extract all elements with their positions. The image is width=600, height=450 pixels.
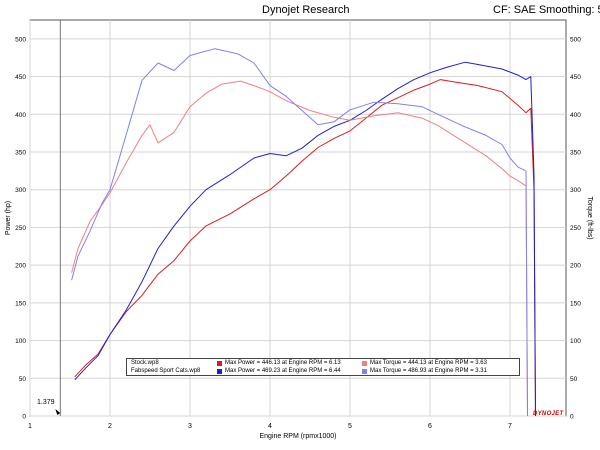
dynojet-logo: DYNOJET xyxy=(533,411,564,417)
series-dropoff-1 xyxy=(533,174,536,417)
correction-settings: CF: SAE Smoothing: 5 xyxy=(493,4,600,16)
chart-title: Dynojet Research xyxy=(262,4,350,16)
cursor-value-label: 1.379 xyxy=(37,399,55,406)
x-tick-label: 6 xyxy=(428,423,432,430)
series-line-3 xyxy=(71,48,527,281)
cursor-arrow xyxy=(55,409,61,415)
y-tick-label-right: 400 xyxy=(570,112,581,119)
y-tick-label-right: 200 xyxy=(570,263,581,270)
y-tick-label-left: 450 xyxy=(15,74,26,81)
legend-max-power: Max Power = 469.23 at Engine RPM = 6.44 xyxy=(225,368,341,374)
y-tick-label-right: 450 xyxy=(570,74,581,81)
plot-area xyxy=(29,19,567,417)
series-line-0 xyxy=(74,79,535,378)
x-tick-label: 5 xyxy=(348,423,352,430)
y-tick-label-right: 300 xyxy=(570,187,581,194)
y-tick-label-right: 0 xyxy=(570,414,574,421)
legend-box: Stock.wp8 Max Power = 446.13 at Engine R… xyxy=(126,358,520,376)
y-tick-label-right: 250 xyxy=(570,225,581,232)
series-dropoff-3 xyxy=(525,170,528,417)
legend-max-torque: Max Torque = 444.13 at Engine RPM = 3.63 xyxy=(370,360,487,366)
legend-power-swatch xyxy=(217,360,222,366)
legend-run-name: Stock.wp8 xyxy=(131,360,159,366)
y-tick-label-right: 50 xyxy=(570,376,578,383)
legend-torque-swatch xyxy=(362,360,367,366)
y-tick-label-right: 350 xyxy=(570,150,581,157)
legend-torque-swatch xyxy=(362,368,367,374)
y-tick-label-left: 0 xyxy=(22,414,26,421)
y-axis-label-right: Torque (ft-lbs) xyxy=(586,196,593,239)
legend-power-swatch xyxy=(217,368,222,374)
y-tick-label-right: 500 xyxy=(570,36,581,43)
series-line-2 xyxy=(71,80,527,273)
x-tick-label: 1 xyxy=(28,423,32,430)
y-tick-label-left: 200 xyxy=(15,263,26,270)
x-tick-label: 7 xyxy=(508,423,512,430)
y-tick-label-left: 350 xyxy=(15,150,26,157)
x-tick-label: 3 xyxy=(188,423,192,430)
y-tick-label-left: 250 xyxy=(15,225,26,232)
y-axis-label-left: Power (hp) xyxy=(5,201,12,235)
y-tick-label-left: 150 xyxy=(15,300,26,307)
x-tick-label: 2 xyxy=(108,423,112,430)
x-axis-label: Engine RPM (rpmx1000) xyxy=(259,433,336,440)
y-tick-label-left: 300 xyxy=(15,187,26,194)
y-tick-label-left: 100 xyxy=(15,338,26,345)
y-tick-label-left: 400 xyxy=(15,112,26,119)
legend-max-power: Max Power = 446.13 at Engine RPM = 6.13 xyxy=(225,360,341,366)
legend-run-name: Fabspeed Sport Cats.wp8 xyxy=(131,368,201,374)
y-tick-label-right: 150 xyxy=(570,300,581,307)
y-tick-label-right: 100 xyxy=(570,338,581,345)
y-tick-label-left: 500 xyxy=(15,36,26,43)
legend-max-torque: Max Torque = 486.93 at Engine RPM = 3.31 xyxy=(370,368,487,374)
x-tick-label: 4 xyxy=(268,423,272,430)
series-line-1 xyxy=(74,61,535,381)
y-tick-label-left: 50 xyxy=(19,376,27,383)
